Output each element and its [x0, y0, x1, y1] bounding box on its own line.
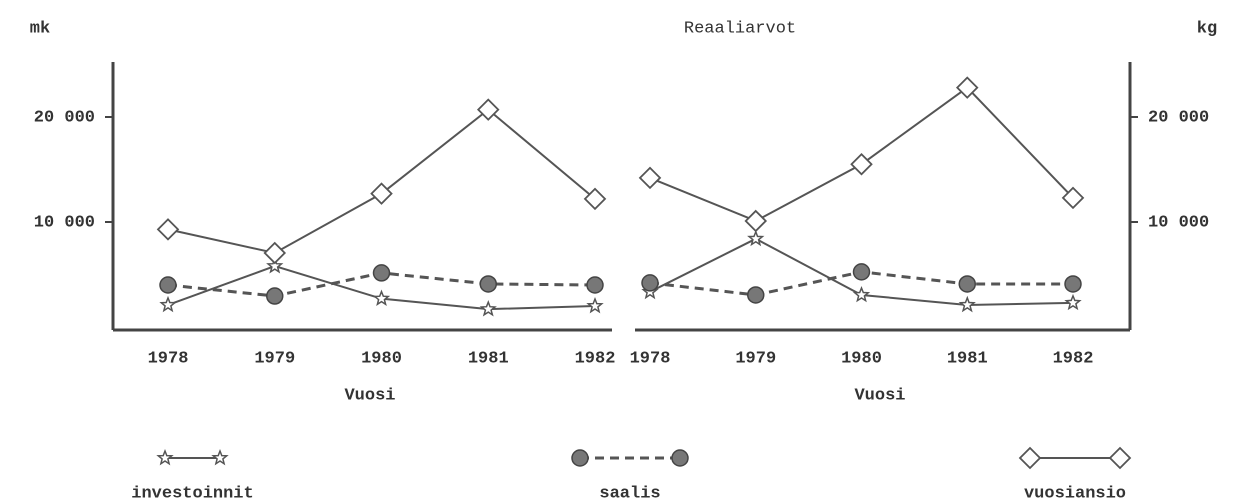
marker	[958, 275, 976, 293]
marker	[955, 76, 979, 99]
marker	[1061, 186, 1085, 210]
marker	[479, 275, 497, 293]
marker	[850, 152, 873, 176]
legend-label: investoinnit	[131, 484, 253, 503]
marker	[1064, 275, 1082, 293]
y-tick-label: 20 000	[34, 108, 95, 127]
x-tick-label: 1980	[361, 349, 402, 368]
marker	[479, 299, 497, 317]
marker	[958, 295, 976, 313]
y-axis-label: kg	[1197, 19, 1217, 38]
marker	[586, 296, 604, 314]
marker	[852, 263, 871, 281]
x-tick-label: 1981	[468, 349, 509, 368]
marker	[159, 295, 177, 313]
x-tick-label: 1979	[254, 349, 295, 368]
marker	[156, 448, 174, 466]
marker	[671, 449, 689, 467]
series-line	[167, 108, 596, 255]
marker	[744, 209, 768, 233]
chart-title: Reaaliarvot	[684, 19, 796, 38]
marker	[211, 448, 229, 466]
marker	[266, 287, 284, 305]
y-tick-label: 20 000	[1148, 108, 1209, 127]
marker	[266, 256, 284, 274]
marker	[1064, 293, 1082, 311]
marker	[370, 182, 393, 205]
y-tick-label: 10 000	[1148, 213, 1209, 232]
x-axis-label: Vuosi	[344, 386, 395, 405]
x-tick-label: 1980	[841, 349, 882, 368]
marker	[476, 98, 500, 121]
marker	[747, 286, 765, 304]
marker	[156, 218, 180, 241]
marker	[1018, 446, 1042, 470]
legend-label: saalis	[599, 484, 660, 503]
x-tick-label: 1982	[575, 349, 616, 368]
marker	[372, 264, 391, 282]
marker	[852, 285, 871, 303]
marker	[583, 187, 607, 211]
y-axis-label: mk	[30, 19, 50, 38]
marker	[159, 276, 177, 294]
marker	[641, 274, 659, 292]
x-axis-label: Vuosi	[854, 386, 905, 405]
marker	[1108, 446, 1132, 470]
marker	[586, 276, 604, 294]
legend-label: vuosiansio	[1024, 484, 1126, 503]
marker	[638, 166, 662, 190]
y-tick-label: 10 000	[34, 213, 95, 232]
marker	[263, 241, 287, 265]
marker	[571, 449, 589, 467]
x-tick-label: 1978	[630, 349, 671, 368]
marker	[372, 289, 391, 306]
x-tick-label: 1982	[1053, 349, 1094, 368]
marker	[747, 229, 765, 247]
x-tick-label: 1978	[148, 349, 189, 368]
x-tick-label: 1979	[735, 349, 776, 368]
x-tick-label: 1981	[947, 349, 988, 368]
